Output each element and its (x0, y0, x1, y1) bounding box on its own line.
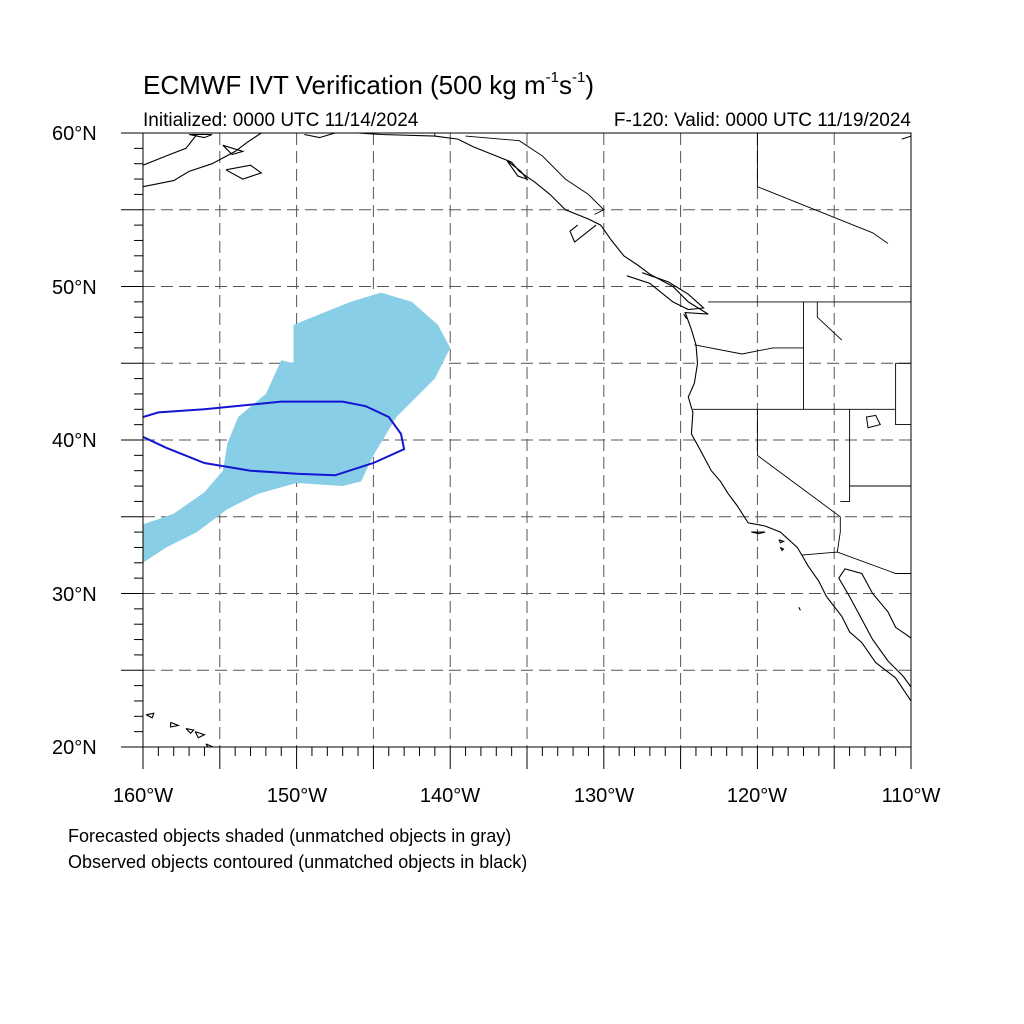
coastline (357, 133, 911, 702)
island-outline (751, 531, 766, 535)
coastline (569, 224, 597, 243)
observed-object-contour (143, 400, 406, 477)
valid-time: F-120: Valid: 0000 UTC 11/19/2024 (613, 110, 911, 131)
legend-note-observed: Observed objects contoured (unmatched ob… (68, 852, 528, 872)
lon-label-150w: 150°W (266, 785, 328, 807)
island-outline (225, 164, 263, 180)
island-outline (170, 721, 181, 728)
forecast-object (143, 292, 451, 563)
lat-label-30: 30°N (52, 584, 97, 606)
political-border (895, 363, 911, 426)
island-outline (506, 160, 529, 181)
lon-label-140w: 140°W (419, 785, 481, 807)
legend-note-forecast: Forecasted objects shaded (unmatched obj… (68, 826, 512, 846)
island-outline (798, 607, 801, 611)
coastline (838, 568, 911, 688)
island-outline (205, 743, 215, 747)
political-border (816, 301, 843, 341)
lon-label-120w: 120°W (726, 785, 788, 807)
island-outline (185, 728, 195, 734)
political-border (840, 409, 851, 502)
lake-outline (865, 414, 882, 429)
coastline (143, 134, 198, 166)
lon-label-160w: 160°W (112, 785, 174, 807)
island-outline (188, 133, 213, 139)
political-border (756, 409, 841, 518)
lat-label-40: 40°N (52, 430, 97, 452)
coastline (626, 272, 705, 311)
political-border (694, 344, 804, 355)
coastline (143, 133, 262, 188)
political-border (465, 135, 605, 215)
political-border (756, 133, 889, 244)
island-outline (683, 313, 688, 320)
lat-label-20: 20°N (52, 737, 97, 759)
island-outline (778, 539, 785, 544)
island-outline (145, 712, 155, 719)
initialized-time: Initialized: 0000 UTC 11/14/2024 (143, 110, 419, 131)
map-layers (143, 133, 911, 747)
island-outline (779, 547, 785, 552)
island-outline (194, 731, 206, 739)
tick-marks (121, 132, 912, 769)
map-frame (142, 132, 912, 748)
island-outline (222, 144, 245, 156)
political-border (836, 516, 841, 553)
lon-label-110w: 110°W (881, 785, 941, 807)
lon-label-130w: 130°W (573, 785, 635, 807)
map-title: ECMWF IVT Verification (500 kg m-1s-1) (143, 69, 594, 100)
lat-label-50: 50°N (52, 277, 97, 299)
political-border (801, 551, 911, 574)
lat-label-60: 60°N (52, 123, 97, 145)
border-layer (434, 133, 911, 574)
island-outline (901, 135, 911, 140)
coastline-layer (143, 133, 911, 747)
coastline (304, 133, 336, 139)
